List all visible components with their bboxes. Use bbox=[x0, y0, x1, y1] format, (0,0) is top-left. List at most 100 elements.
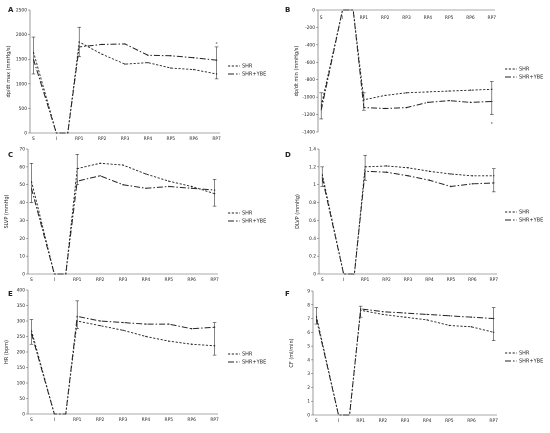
data-point bbox=[427, 91, 429, 93]
series-line-shr bbox=[30, 162, 215, 275]
x-tick-label: S bbox=[321, 277, 324, 283]
y-tick-label: -200 bbox=[305, 25, 315, 31]
chart-panel-B: -1400 -1200 -1000 -800 -600 -400 -200 0S I RP1 RP2… bbox=[285, 6, 543, 136]
y-tick-label: 1 bbox=[313, 182, 316, 188]
y-tick-label: -400 bbox=[305, 42, 315, 48]
data-point bbox=[99, 324, 101, 327]
y-tick-label: 0 bbox=[24, 131, 27, 137]
legend-label: SHR bbox=[242, 64, 253, 70]
x-tick-label: I bbox=[54, 277, 55, 283]
x-tick-label: RP5 bbox=[165, 417, 174, 423]
data-point bbox=[448, 315, 451, 317]
data-point bbox=[101, 53, 103, 55]
data-point bbox=[405, 106, 408, 109]
data-point bbox=[384, 94, 386, 97]
y-tick-label: 1.4 bbox=[309, 147, 316, 153]
data-point bbox=[469, 101, 472, 104]
y-tick-label: 150 bbox=[17, 365, 26, 371]
x-tick-label: RP2 bbox=[96, 277, 105, 283]
y-axis-label: dp/dt max (mmHg/s) bbox=[6, 45, 12, 97]
x-tick-label: S bbox=[30, 417, 33, 423]
y-axis-label: SLVP (mmHg) bbox=[4, 194, 10, 228]
y-tick-label: 2500 bbox=[16, 8, 27, 14]
data-point bbox=[145, 173, 147, 175]
x-tick-label: RP3 bbox=[119, 417, 128, 423]
panel-label: F bbox=[285, 290, 290, 298]
x-tick-label: RP4 bbox=[142, 417, 151, 423]
x-tick-label: RP4 bbox=[144, 136, 153, 142]
y-axis-label: dp/dt min (mmHg/s) bbox=[294, 46, 300, 97]
data-point bbox=[99, 320, 101, 322]
x-tick-label: I bbox=[54, 417, 55, 423]
chart-panel-F: 0 1 2 3 4 5 6 7 8 9 S I RP1 RP2 RP3 RP4 RP5 RP6 RP7 CF (ml/… bbox=[285, 289, 543, 425]
y-tick-label: 2000 bbox=[16, 32, 27, 38]
x-tick-label: RP3 bbox=[404, 277, 413, 283]
x-tick-label: S bbox=[315, 418, 318, 424]
x-tick-label: S bbox=[30, 277, 33, 283]
x-tick-label: RP4 bbox=[424, 15, 433, 21]
y-tick-label: 3 bbox=[307, 371, 310, 377]
data-point bbox=[147, 61, 149, 64]
y-tick-label: -600 bbox=[305, 60, 315, 66]
y-tick-label: 50 bbox=[19, 182, 25, 188]
x-tick-label: RP5 bbox=[445, 418, 454, 424]
y-tick-label: 0 bbox=[22, 412, 25, 418]
data-point bbox=[122, 329, 124, 331]
x-tick-label: RP3 bbox=[121, 136, 130, 142]
y-tick-label: 0.2 bbox=[309, 254, 316, 260]
data-point bbox=[405, 92, 408, 94]
x-tick-label: RP6 bbox=[467, 418, 476, 424]
y-tick-label: 60 bbox=[19, 164, 25, 170]
y-tick-label: 8 bbox=[307, 302, 310, 308]
x-tick-label: RP5 bbox=[167, 136, 176, 142]
series-line-shr-ybe bbox=[32, 43, 217, 134]
x-tick-label: RP7 bbox=[212, 136, 221, 142]
series-line-shr bbox=[32, 41, 217, 134]
panel-label: A bbox=[8, 6, 14, 14]
data-point bbox=[190, 187, 193, 189]
data-point bbox=[471, 175, 474, 177]
data-point bbox=[192, 68, 195, 71]
data-point bbox=[190, 185, 193, 188]
data-point bbox=[99, 175, 101, 177]
x-tick-label: S bbox=[32, 136, 35, 142]
data-point bbox=[168, 340, 170, 342]
panel-label: C bbox=[8, 151, 13, 159]
panel-label: D bbox=[285, 151, 291, 159]
legend-label: SHR bbox=[519, 67, 530, 73]
y-tick-label: 350 bbox=[17, 303, 26, 309]
y-tick-label: 30 bbox=[19, 218, 25, 224]
x-tick-label: RP1 bbox=[73, 417, 82, 423]
series-line-shr-ybe bbox=[321, 170, 494, 275]
x-tick-label: RP6 bbox=[466, 15, 475, 21]
chart-panel-E: 0 50 100 150 200 250 300 350 400 S I RP1 RP2 RP3 RP4 RP… bbox=[4, 288, 266, 424]
data-point bbox=[471, 183, 474, 185]
x-tick-label: RP1 bbox=[73, 277, 82, 283]
y-tick-label: 70 bbox=[19, 147, 25, 153]
y-axis-label: HR (bpm) bbox=[4, 340, 10, 364]
data-point bbox=[404, 316, 406, 318]
legend-label: SHR bbox=[519, 351, 530, 357]
data-point bbox=[470, 326, 473, 328]
x-tick-label: I bbox=[338, 418, 339, 424]
data-point bbox=[427, 101, 429, 104]
data-point bbox=[124, 43, 126, 45]
y-tick-label: 0 bbox=[307, 413, 310, 419]
chart-panel-A: 0 500 1000 1500 2000 2500 S I RP1 RP2 RP3 RP4 RP5 RP6… bbox=[6, 6, 266, 142]
series-line-shr-ybe bbox=[30, 315, 215, 415]
x-tick-label: RP4 bbox=[425, 277, 434, 283]
y-tick-label: 5 bbox=[307, 344, 310, 350]
x-tick-label: RP2 bbox=[381, 15, 390, 21]
data-point bbox=[124, 63, 126, 65]
data-point bbox=[428, 170, 431, 173]
x-tick-label: RP3 bbox=[119, 277, 128, 283]
legend-label: SHR bbox=[242, 352, 253, 358]
series-line-shr bbox=[315, 309, 494, 416]
data-point bbox=[407, 167, 409, 169]
x-tick-label: RP5 bbox=[445, 15, 454, 21]
data-point bbox=[407, 175, 409, 177]
legend-label: SHR+YBE bbox=[519, 75, 543, 81]
data-point bbox=[448, 99, 450, 102]
y-tick-label: 0 bbox=[312, 8, 315, 14]
